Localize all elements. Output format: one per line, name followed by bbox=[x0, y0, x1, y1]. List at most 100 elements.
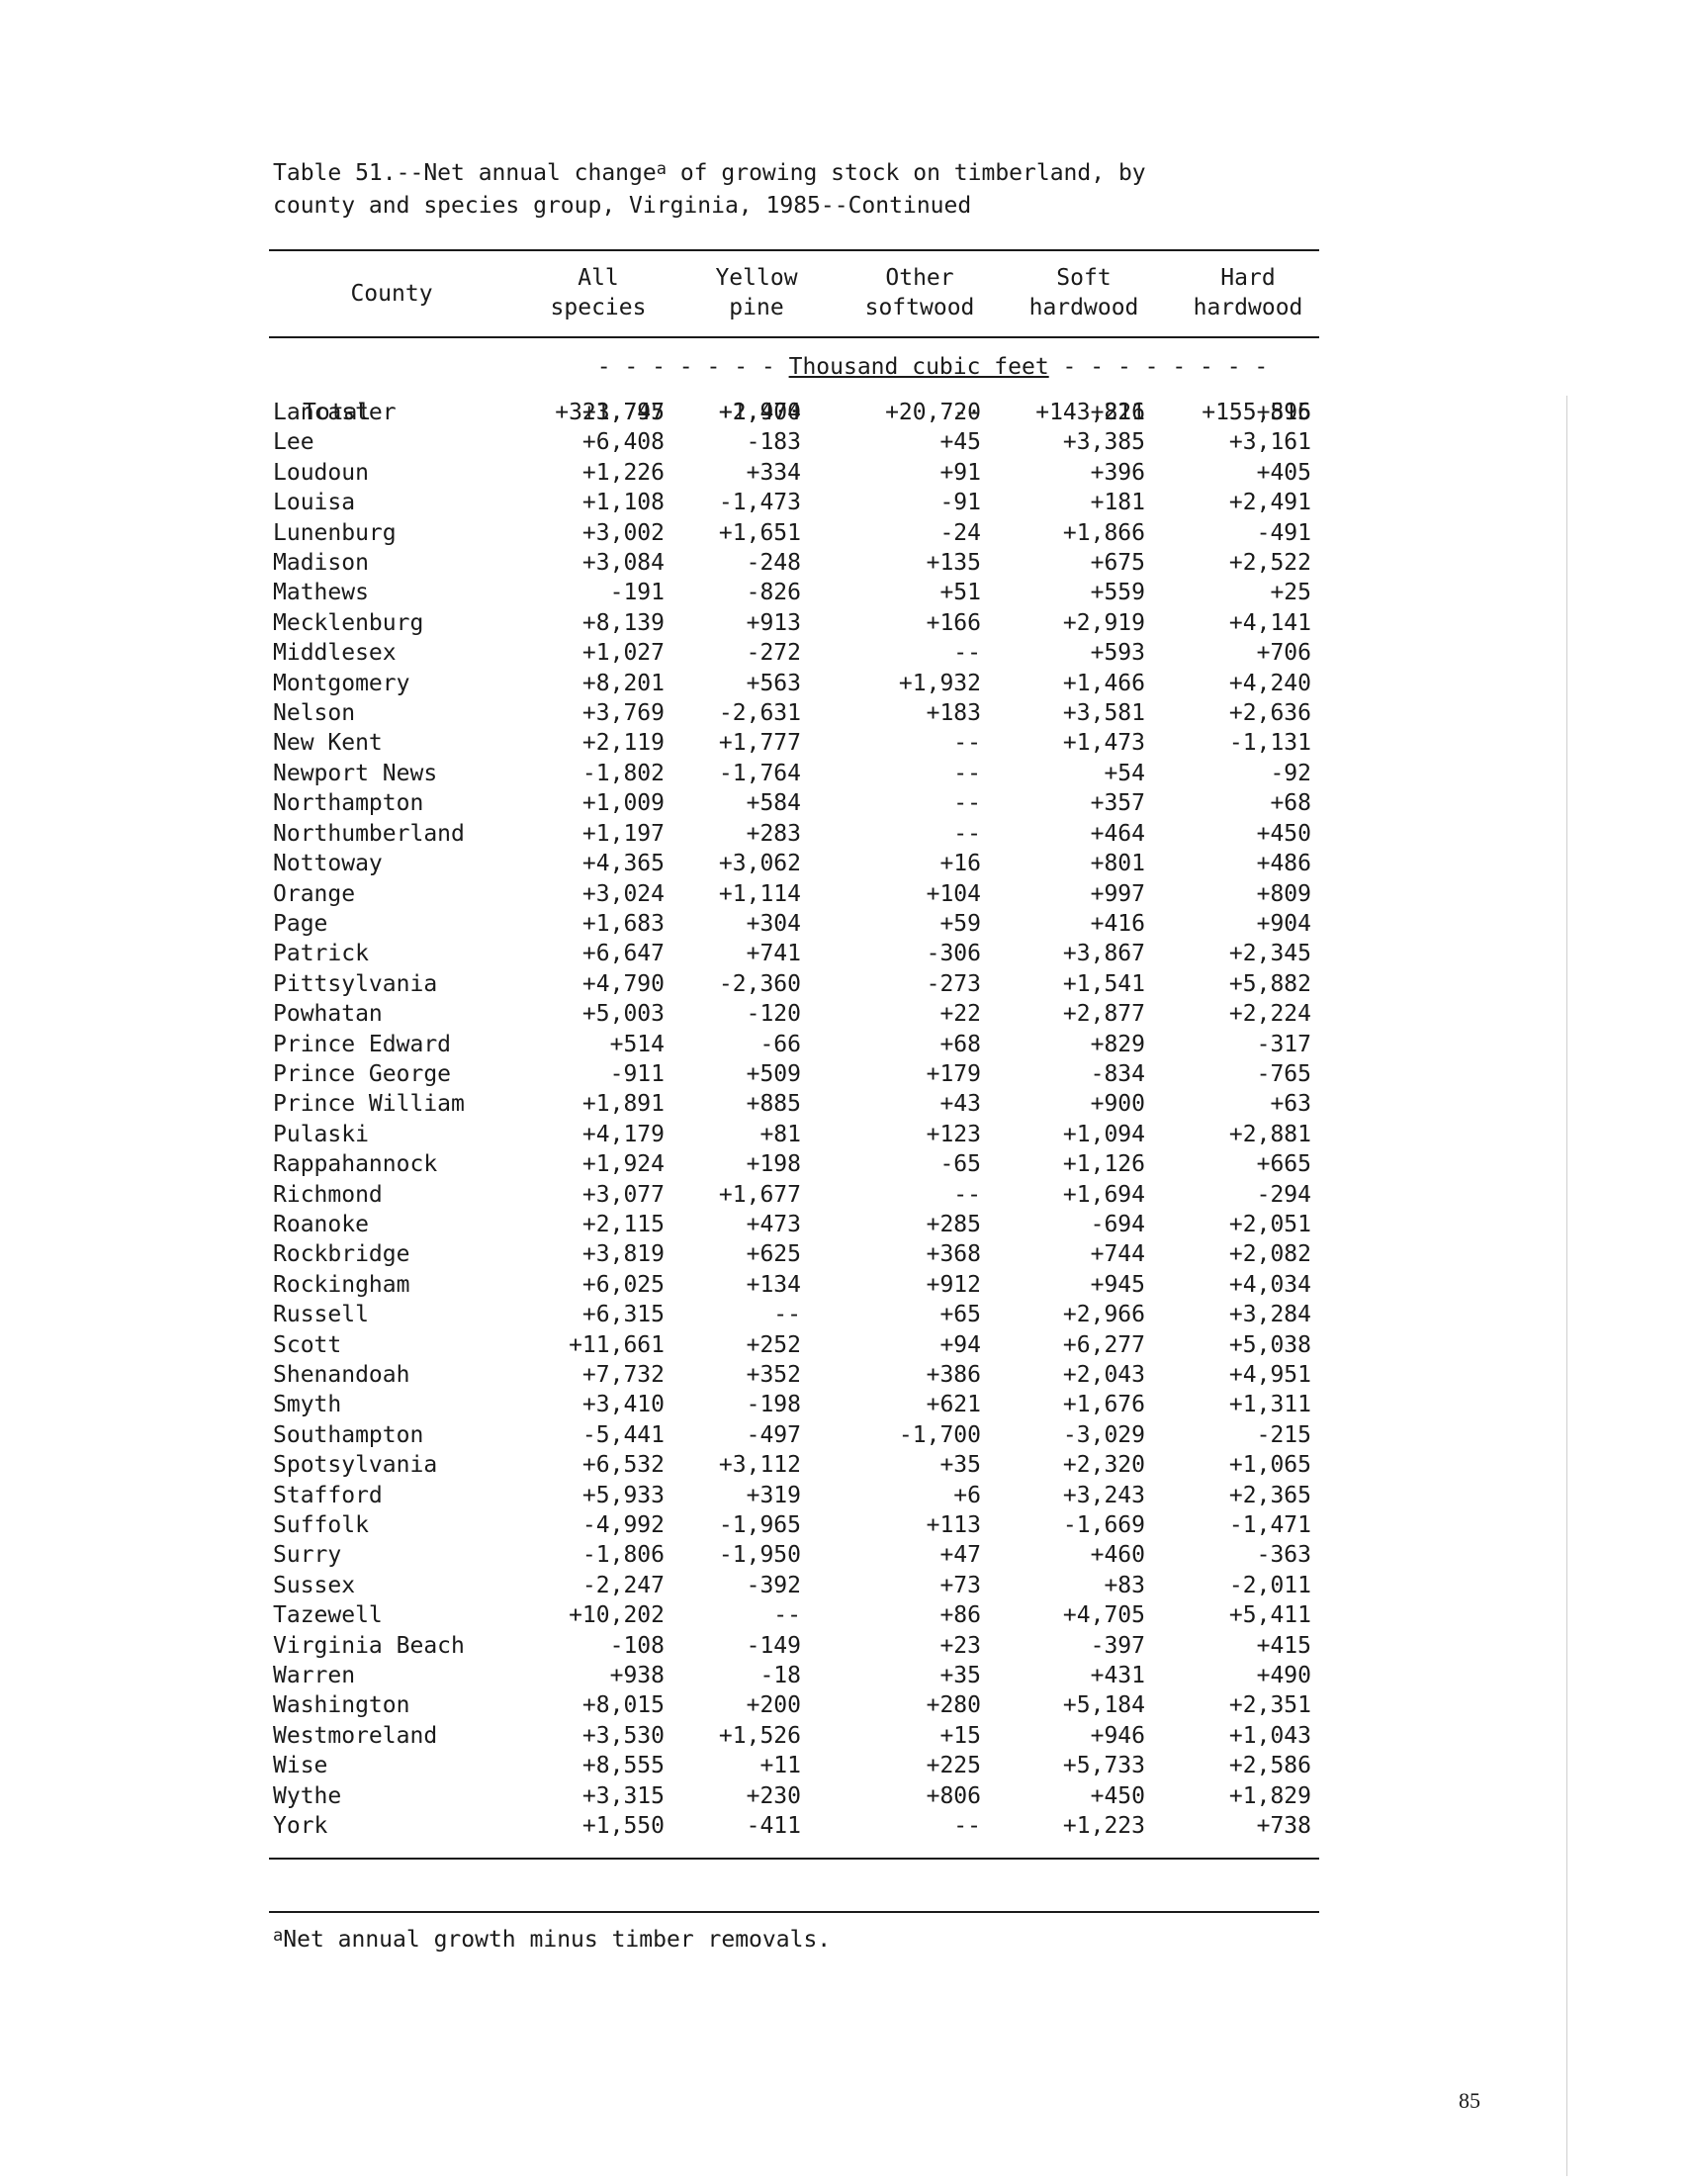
county-name: Loudoun bbox=[273, 459, 369, 486]
value-cell: -248 bbox=[746, 550, 801, 577]
value-cell: +1,226 bbox=[581, 459, 665, 486]
value-cell: -2,247 bbox=[581, 1572, 665, 1598]
value-cell: +81 bbox=[759, 1121, 801, 1147]
value-cell: +200 bbox=[746, 1692, 801, 1719]
value-cell: +15 bbox=[939, 1722, 981, 1749]
county-name: Northampton bbox=[273, 790, 424, 817]
county-name: Rockbridge bbox=[273, 1241, 410, 1268]
value-cell: +83 bbox=[1104, 1572, 1145, 1598]
value-cell: +6,315 bbox=[581, 1302, 665, 1328]
value-cell: -826 bbox=[746, 580, 801, 606]
value-cell: +4,951 bbox=[1228, 1362, 1311, 1388]
value-cell: +5,733 bbox=[1062, 1753, 1145, 1779]
value-cell: +490 bbox=[1256, 1663, 1311, 1689]
value-cell: +2,115 bbox=[581, 1211, 665, 1237]
value-cell: +43 bbox=[939, 1091, 981, 1118]
county-name: Lancaster bbox=[273, 400, 397, 425]
value-cell: +405 bbox=[1256, 459, 1311, 486]
county-name: Southampton bbox=[273, 1421, 424, 1448]
table-title: Table 51.--Net annual changea of growing… bbox=[273, 158, 1321, 222]
col-header-hard-hardwood: Hard hardwood bbox=[1193, 265, 1303, 320]
table-row: Newport News -1,802 -1,764 -- +54 -92 bbox=[273, 759, 1311, 788]
table-row: Powhatan +5,003 -120 +22 +2,877 +2,224 bbox=[273, 999, 1311, 1029]
value-cell: +8,201 bbox=[581, 670, 665, 696]
value-cell: +51 bbox=[939, 580, 981, 606]
value-cell: +2,051 bbox=[1228, 1211, 1311, 1237]
table-row: Patrick +6,647 +741 -306 +3,867 +2,345 bbox=[273, 939, 1311, 968]
value-cell: +7,732 bbox=[581, 1362, 665, 1388]
value-cell: +6,025 bbox=[581, 1271, 665, 1298]
county-name: Rappahannock bbox=[273, 1151, 438, 1178]
value-cell: +946 bbox=[1090, 1722, 1145, 1749]
total-row: Total +321,797 +1,970 +20,720 +143,211 +… bbox=[273, 398, 1311, 427]
county-name: Stafford bbox=[273, 1482, 383, 1508]
value-cell: -198 bbox=[746, 1392, 801, 1418]
value-cell: -- bbox=[953, 820, 981, 847]
value-cell: +706 bbox=[1256, 640, 1311, 667]
value-cell: +450 bbox=[1256, 820, 1311, 847]
value-cell: +806 bbox=[926, 1782, 981, 1809]
value-cell: -317 bbox=[1256, 1031, 1311, 1057]
table-row: Nottoway +4,365 +3,062 +16 +801 +486 bbox=[273, 849, 1311, 878]
table-row: Loudoun +1,226 +334 +91 +396 +405 bbox=[273, 458, 1311, 488]
table-row: Stafford +5,933 +319 +6 +3,243 +2,365 bbox=[273, 1481, 1311, 1510]
county-name: Wythe bbox=[273, 1782, 342, 1809]
value-cell: +509 bbox=[746, 1060, 801, 1087]
value-cell: +68 bbox=[1270, 790, 1311, 817]
value-cell: -120 bbox=[746, 1001, 801, 1028]
county-name: York bbox=[273, 1813, 328, 1840]
table-row: Lunenburg +3,002 +1,651 -24 +1,866 -491 bbox=[273, 518, 1311, 548]
value-cell: -- bbox=[773, 1602, 801, 1629]
value-cell: -497 bbox=[746, 1421, 801, 1448]
value-cell: +45 bbox=[939, 429, 981, 456]
value-cell: +1,694 bbox=[1062, 1181, 1145, 1208]
value-cell: +2,491 bbox=[1228, 490, 1311, 516]
value-cell: +3,002 bbox=[581, 519, 665, 546]
value-cell: -4,992 bbox=[581, 1512, 665, 1539]
table-row: Prince William +1,891 +885 +43 +900 +63 bbox=[273, 1089, 1311, 1119]
value-cell: +3,819 bbox=[581, 1241, 665, 1268]
value-cell: +65 bbox=[939, 1302, 981, 1328]
value-cell: +4,705 bbox=[1062, 1602, 1145, 1629]
county-name: Northumberland bbox=[273, 820, 465, 847]
value-cell: -273 bbox=[926, 970, 981, 997]
value-cell: +4,034 bbox=[1228, 1271, 1311, 1298]
value-cell: +113 bbox=[926, 1512, 981, 1539]
table-row: Orange +3,024 +1,114 +104 +997 +809 bbox=[273, 879, 1311, 909]
total-cell: +143,211 bbox=[1035, 400, 1145, 425]
value-cell: +283 bbox=[746, 820, 801, 847]
value-cell: -294 bbox=[1256, 1181, 1311, 1208]
value-cell: +2,966 bbox=[1062, 1302, 1145, 1328]
county-name: Wise bbox=[273, 1753, 328, 1779]
total-cell: +321,797 bbox=[555, 400, 665, 425]
county-name: Patrick bbox=[273, 941, 369, 967]
value-cell: +22 bbox=[939, 1001, 981, 1028]
table-row: Rockbridge +3,819 +625 +368 +744 +2,082 bbox=[273, 1239, 1311, 1269]
value-cell: +352 bbox=[746, 1362, 801, 1388]
table-row: Nelson +3,769 -2,631 +183 +3,581 +2,636 bbox=[273, 698, 1311, 728]
county-name: Mecklenburg bbox=[273, 609, 424, 636]
value-cell: +1,924 bbox=[581, 1151, 665, 1178]
value-cell: +73 bbox=[939, 1572, 981, 1598]
value-cell: -1,131 bbox=[1228, 730, 1311, 757]
county-name: Russell bbox=[273, 1302, 369, 1328]
table-row: Spotsylvania +6,532 +3,112 +35 +2,320 +1,065 bbox=[273, 1450, 1311, 1480]
table-row: Middlesex +1,027 -272 -- +593 +706 bbox=[273, 638, 1311, 668]
value-cell: +1,043 bbox=[1228, 1722, 1311, 1749]
county-name: Nelson bbox=[273, 700, 356, 727]
total-label: Total bbox=[303, 400, 372, 425]
value-cell: +47 bbox=[939, 1542, 981, 1569]
value-cell: +744 bbox=[1090, 1241, 1145, 1268]
table-row: Northumberland +1,197 +283 -- +464 +450 bbox=[273, 819, 1311, 849]
value-cell: +91 bbox=[939, 459, 981, 486]
col-header-all-species: All species bbox=[550, 265, 647, 320]
value-cell: +86 bbox=[939, 1602, 981, 1629]
value-cell: +2,404 bbox=[718, 400, 801, 425]
table-row: Washington +8,015 +200 +280 +5,184 +2,351 bbox=[273, 1690, 1311, 1720]
county-name: Pulaski bbox=[273, 1121, 369, 1147]
table-row: Smyth +3,410 -198 +621 +1,676 +1,311 bbox=[273, 1390, 1311, 1419]
value-cell: -1,764 bbox=[718, 760, 801, 786]
county-name: Surry bbox=[273, 1542, 342, 1569]
table-row: Mathews -191 -826 +51 +559 +25 bbox=[273, 578, 1311, 607]
value-cell: -- bbox=[953, 730, 981, 757]
